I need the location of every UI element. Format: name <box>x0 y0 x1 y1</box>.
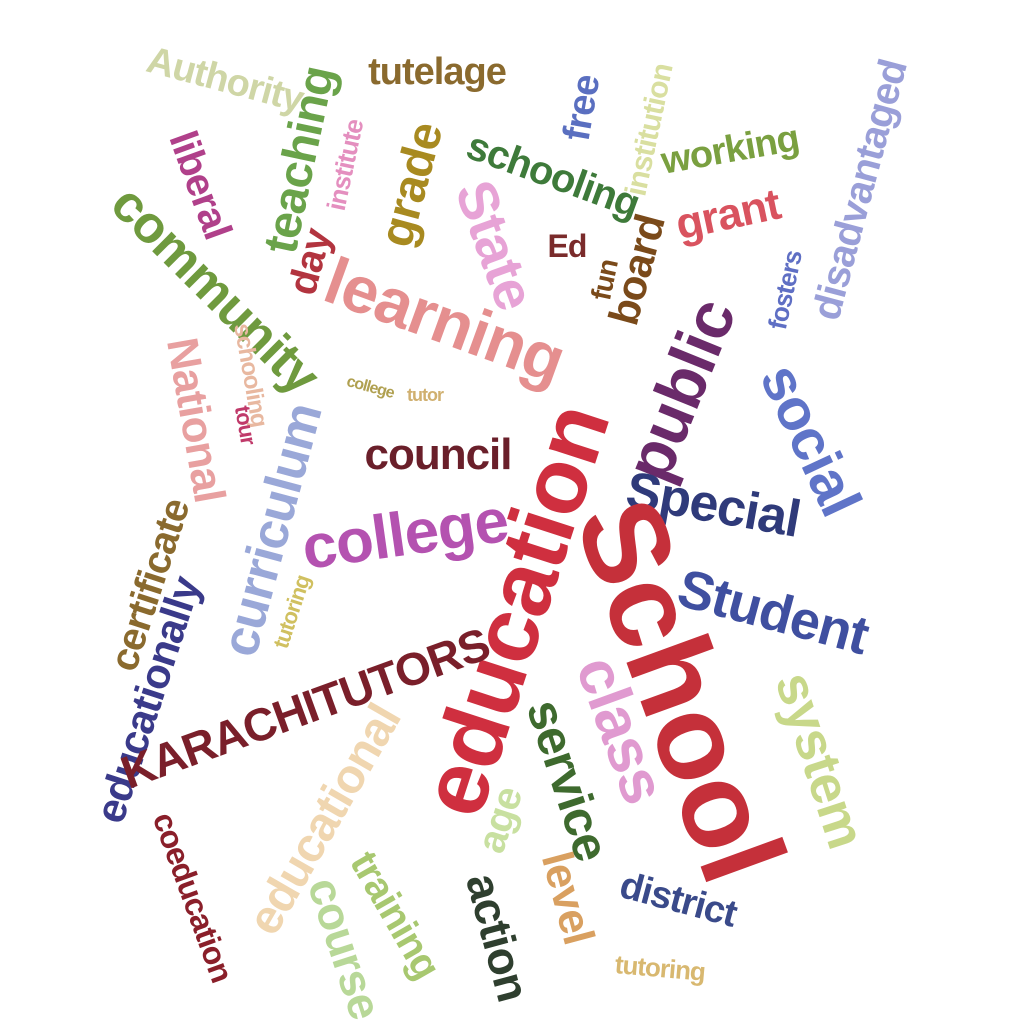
word-tutor: tutor <box>407 385 444 405</box>
word-level: level <box>531 846 604 950</box>
word-grade: grade <box>369 117 454 253</box>
word-national: National <box>156 334 234 506</box>
word-disadvantaged: disadvantaged <box>804 55 916 325</box>
word-coeducation: coeducation <box>145 807 241 987</box>
word-action: action <box>456 867 540 1007</box>
word-tour: tour <box>229 403 262 447</box>
word-free: free <box>555 71 609 145</box>
word-tutelage: tutelage <box>368 51 507 93</box>
word-grant: grant <box>671 179 785 250</box>
word-tutoring: tutoring <box>613 949 707 987</box>
word-college-small: college <box>344 373 396 402</box>
word-ed: Ed <box>547 228 588 264</box>
word-board: board <box>599 209 674 330</box>
word-council: council <box>364 430 512 479</box>
word-working: working <box>658 117 802 183</box>
word-fosters: fosters <box>762 247 808 333</box>
